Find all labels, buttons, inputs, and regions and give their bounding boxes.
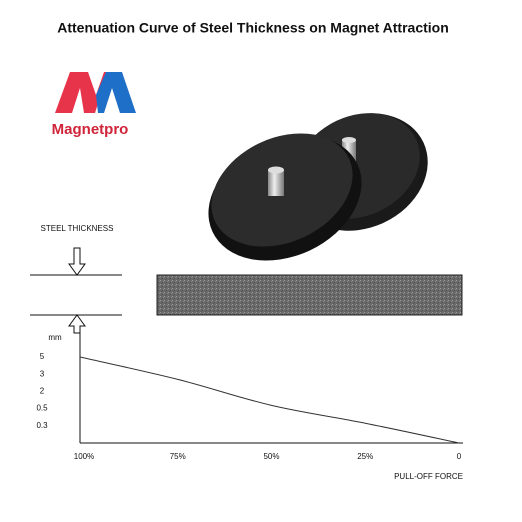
x-axis-label: PULL-OFF FORCE [394,472,463,481]
y-tick-label: 0.3 [36,421,48,430]
title: Attenuation Curve of Steel Thickness on … [57,20,449,36]
logo: Magnetpro [52,72,136,138]
logo-text: Magnetpro [52,121,129,138]
thickness-diagram [30,247,122,334]
y-unit: mm [48,333,62,342]
x-tick-label: 75% [170,452,186,461]
y-tick-label: 5 [40,352,45,361]
y-tick-label: 2 [40,387,45,396]
thickness-label: STEEL THICKNESS [41,224,114,233]
x-tick-label: 50% [263,452,279,461]
x-tick-label: 0 [457,452,462,461]
x-tick-label: 25% [357,452,373,461]
x-tick-label: 100% [74,452,94,461]
curve [79,356,460,444]
steel-plate [156,274,463,316]
y-tick-label: 0.5 [36,404,48,413]
y-tick-label: 3 [40,369,45,378]
magnets [208,113,428,261]
